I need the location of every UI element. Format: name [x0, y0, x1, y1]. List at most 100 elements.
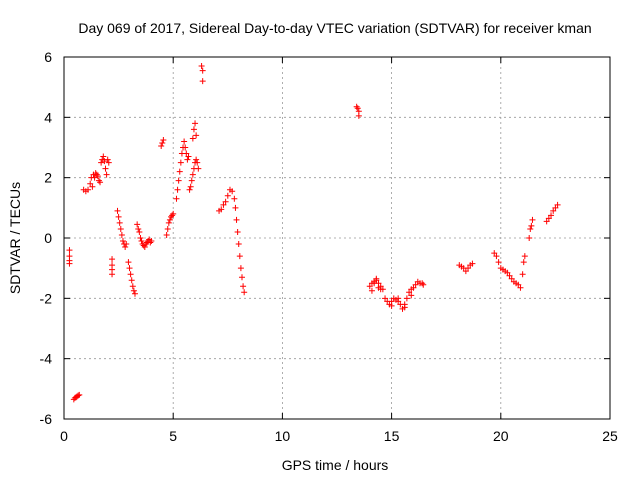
data-point: [159, 139, 166, 146]
data-point: [198, 63, 205, 70]
data-point: [395, 295, 402, 302]
data-point: [101, 158, 108, 165]
data-point: [193, 132, 200, 139]
data-point: [187, 183, 194, 190]
y-tick-labels: -6 -4 -2 0 2 4 6: [40, 49, 53, 427]
data-point: [377, 286, 384, 293]
data-point: [136, 228, 143, 235]
data-point: [401, 304, 408, 311]
data-point: [190, 126, 197, 133]
y-tick-label: 4: [44, 109, 52, 125]
chart-title: Day 069 of 2017, Sidereal Day-to-day VTE…: [78, 20, 591, 36]
data-point: [232, 204, 239, 211]
data-point: [183, 150, 190, 157]
data-point: [185, 153, 192, 160]
x-tick-label: 25: [602, 428, 618, 444]
data-point: [100, 153, 107, 160]
grid-lines: [64, 57, 610, 419]
data-point: [403, 295, 410, 302]
data-point: [241, 289, 248, 296]
data-point: [495, 259, 502, 266]
data-point: [160, 136, 167, 143]
data-point: [368, 287, 375, 294]
data-point: [420, 281, 427, 288]
data-point: [545, 215, 552, 222]
data-point: [137, 235, 144, 241]
data-point: [175, 177, 182, 184]
data-point: [66, 247, 73, 254]
data-point: [105, 159, 112, 166]
data-point: [117, 225, 124, 232]
data-point: [189, 135, 196, 142]
data-point: [388, 302, 395, 309]
data-point: [87, 180, 94, 187]
data-point: [236, 253, 243, 260]
data-point: [371, 278, 378, 285]
data-point: [465, 265, 472, 272]
x-tick-label: 5: [169, 428, 177, 444]
data-point: [138, 238, 145, 245]
data-point: [94, 173, 101, 180]
data-point: [148, 238, 155, 245]
plot-area-border: [63, 56, 611, 420]
x-tick-labels: 0 5 10 15 20 25: [60, 428, 618, 444]
data-point: [126, 265, 133, 272]
data-point: [233, 216, 240, 223]
data-point: [128, 277, 135, 284]
y-tick-label: 2: [44, 170, 52, 186]
data-point: [355, 112, 362, 119]
data-point: [238, 274, 245, 281]
data-point: [118, 231, 125, 238]
data-point: [76, 391, 83, 398]
data-point: [235, 241, 242, 248]
data-point: [89, 183, 96, 190]
data-point: [529, 216, 536, 223]
data-point: [543, 218, 550, 225]
data-point: [129, 283, 136, 290]
data-point: [493, 253, 500, 260]
data-point: [98, 159, 105, 166]
data-point: [382, 295, 389, 302]
data-point: [119, 238, 126, 245]
data-point: [237, 265, 244, 272]
data-point: [491, 250, 498, 257]
data-point: [176, 168, 183, 175]
data-point: [127, 271, 134, 278]
data-point: [508, 275, 515, 282]
x-tick-label: 15: [384, 428, 400, 444]
data-point: [186, 186, 193, 193]
data-point: [504, 269, 511, 276]
data-point: [406, 289, 413, 296]
data-point: [189, 171, 196, 178]
data-point: [354, 105, 361, 112]
data-point: [103, 171, 110, 178]
data-point: [85, 186, 92, 193]
y-tick-label: -2: [40, 290, 53, 306]
data-point: [520, 259, 527, 266]
data-point: [75, 392, 82, 399]
data-point: [199, 78, 206, 85]
data-point: [231, 195, 238, 202]
data-point: [115, 213, 122, 220]
data-point: [173, 195, 180, 202]
data-point: [199, 67, 206, 74]
data-point: [521, 253, 528, 260]
data-point: [134, 221, 141, 228]
data-point: [102, 165, 109, 172]
data-point: [224, 192, 231, 199]
y-tick-label: -4: [40, 351, 53, 367]
data-point: [552, 204, 559, 211]
x-tick-label: 10: [275, 428, 291, 444]
data-point: [141, 244, 148, 251]
data-point: [123, 241, 130, 248]
x-tick-label: 0: [60, 428, 68, 444]
y-tick-label: 6: [44, 49, 52, 65]
data-point: [410, 284, 417, 291]
data-point: [194, 159, 201, 166]
data-point: [91, 174, 98, 181]
data-point: [373, 275, 380, 282]
x-tick-label: 20: [493, 428, 509, 444]
data-point: [109, 256, 116, 263]
data-point: [218, 206, 225, 213]
